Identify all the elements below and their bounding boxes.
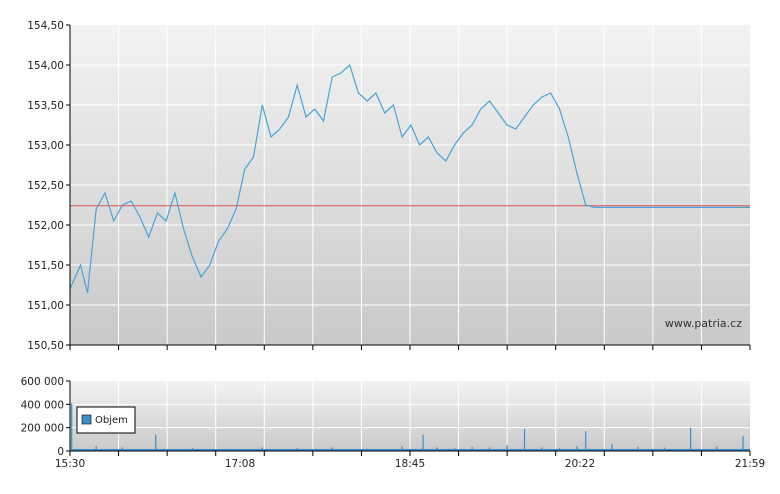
volume-bars xyxy=(71,403,750,451)
volume-bar xyxy=(422,434,424,451)
price-y-tick-label: 151,50 xyxy=(27,260,64,272)
price-y-tick-label: 154,00 xyxy=(27,60,64,72)
x-tick-label: 18:45 xyxy=(395,458,425,470)
volume-y-tick-label: 200 000 xyxy=(21,423,64,435)
volume-y-tick-label: 0 xyxy=(57,446,64,458)
volume-bar xyxy=(576,446,578,451)
price-y-tick-label: 152,50 xyxy=(27,180,64,192)
volume-bar xyxy=(121,447,123,451)
price-grid xyxy=(66,24,750,346)
volume-bar xyxy=(454,448,456,451)
volume-legend: Objem xyxy=(76,406,136,434)
volume-y-tick-label: 400 000 xyxy=(21,399,64,411)
x-tick-label: 17:08 xyxy=(225,458,255,470)
legend-label-objem: Objem xyxy=(95,415,128,426)
volume-bar xyxy=(226,448,228,451)
volume-bar xyxy=(690,427,692,451)
price-y-tick-label: 154,50 xyxy=(27,20,64,32)
volume-bar xyxy=(506,445,508,451)
volume-bar xyxy=(716,446,718,451)
price-y-tick-label: 150,50 xyxy=(27,340,64,352)
volume-y-tick-label: 600 000 xyxy=(21,376,64,388)
price-series-line xyxy=(69,63,750,294)
watermark-text: www.patria.cz xyxy=(665,317,742,330)
volume-bar xyxy=(71,403,73,451)
volume-bar xyxy=(488,447,491,451)
volume-bar xyxy=(471,446,473,451)
volume-bar xyxy=(637,446,639,451)
price-y-tick-label: 151,00 xyxy=(27,300,64,312)
price-y-tick-label: 153,00 xyxy=(27,140,64,152)
volume-bar xyxy=(155,434,157,451)
price-y-tick-labels: 154,50 154,00 153,50 153,00 152,50 152,00 151,… xyxy=(27,20,64,352)
volume-x-ticks xyxy=(69,451,751,456)
volume-bar xyxy=(191,448,193,451)
legend-swatch-objem xyxy=(81,414,92,425)
volume-bar xyxy=(436,447,438,451)
volume-y-tick-labels: 600 000 400 000 200 000 0 xyxy=(21,376,64,458)
x-axis-time-labels: 15:30 17:08 18:45 20:22 21:59 xyxy=(55,458,765,470)
volume-bar xyxy=(331,447,333,451)
volume-bar xyxy=(611,444,613,451)
price-y-tick-label: 152,00 xyxy=(27,220,64,232)
volume-bar xyxy=(401,446,403,451)
x-tick-label: 20:22 xyxy=(565,458,595,470)
volume-bar xyxy=(296,448,298,451)
volume-bar xyxy=(663,447,665,451)
volume-bar xyxy=(558,448,561,451)
volume-grid xyxy=(66,380,750,452)
volume-bar xyxy=(742,435,744,451)
volume-bar xyxy=(95,446,97,451)
volume-bar xyxy=(261,447,263,451)
price-x-ticks xyxy=(69,345,751,350)
volume-bar xyxy=(585,431,587,451)
volume-bar xyxy=(523,428,526,451)
x-tick-label: 21:59 xyxy=(735,458,765,470)
x-tick-label: 15:30 xyxy=(55,458,85,470)
price-y-tick-label: 153,50 xyxy=(27,100,64,112)
volume-bar xyxy=(541,447,543,451)
volume-bar xyxy=(366,448,368,451)
